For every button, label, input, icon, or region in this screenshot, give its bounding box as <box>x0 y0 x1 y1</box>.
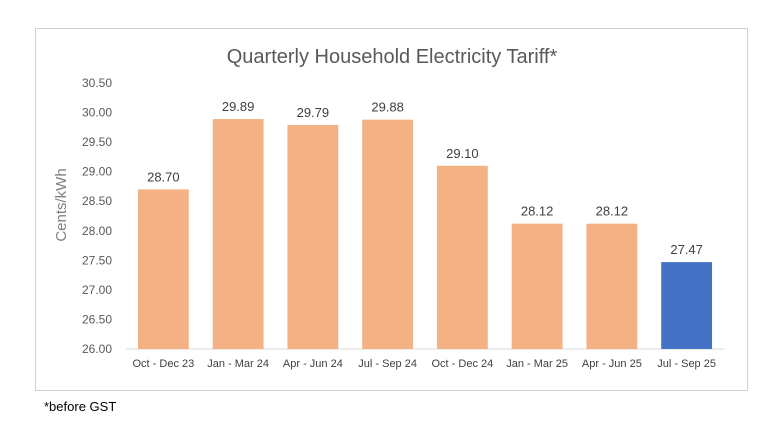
data-label-4: 29.88 <box>371 100 404 115</box>
data-label-6: 28.12 <box>521 204 554 219</box>
data-label-2: 29.89 <box>222 99 255 114</box>
bar-2 <box>212 119 264 350</box>
chart-frame: Quarterly Household Electricity Tariff* … <box>35 28 748 391</box>
y-tick-label: 29.00 <box>82 165 112 179</box>
x-tick-label-2: Jan - Mar 24 <box>207 358 269 370</box>
x-tick-label-6: Jan - Mar 25 <box>506 358 568 370</box>
data-label-3: 29.79 <box>297 105 330 120</box>
chart-title: Quarterly Household Electricity Tariff* <box>227 46 558 68</box>
data-label-1: 28.70 <box>147 169 180 184</box>
bar-6 <box>511 223 563 349</box>
y-tick-label: 29.50 <box>82 135 112 149</box>
y-tick-label: 27.50 <box>82 253 112 267</box>
bar-7 <box>586 223 638 349</box>
data-label-8: 27.47 <box>670 242 703 257</box>
x-tick-label-1: Oct - Dec 23 <box>133 358 195 370</box>
bar-4 <box>362 119 414 349</box>
y-tick-label: 27.00 <box>82 283 112 297</box>
bar-chart: Quarterly Household Electricity Tariff* … <box>53 46 724 370</box>
y-tick-label: 26.50 <box>82 312 112 326</box>
bars <box>137 119 713 350</box>
x-tick-label-7: Apr - Jun 25 <box>582 358 642 370</box>
y-axis-label: Cents/kWh <box>53 168 70 241</box>
y-tick-label: 30.50 <box>82 76 112 90</box>
y-tick-label: 30.00 <box>82 106 112 120</box>
y-axis-ticks: 26.00 26.50 27.00 27.50 28.00 28.50 29.00 29.50… <box>82 76 112 356</box>
data-label-5: 29.10 <box>446 146 479 161</box>
x-tick-label-5: Oct - Dec 24 <box>432 358 494 370</box>
data-labels: 28.70 29.89 29.79 29.88 29.10 28.12 28.12 27.47 <box>147 99 703 257</box>
bar-1 <box>137 189 189 349</box>
y-tick-label: 28.00 <box>82 224 112 238</box>
x-tick-label-8: Jul - Sep 25 <box>657 358 716 370</box>
bar-8 <box>661 262 713 349</box>
x-axis-ticks: Oct - Dec 23 Jan - Mar 24 Apr - Jun 24 Jul … <box>133 358 716 370</box>
footnote: *before GST <box>44 399 117 414</box>
bar-3 <box>287 124 339 349</box>
x-tick-label-4: Jul - Sep 24 <box>358 358 417 370</box>
y-tick-label: 28.50 <box>82 194 112 208</box>
bar-5 <box>436 165 488 349</box>
y-tick-label: 26.00 <box>82 342 112 356</box>
data-label-7: 28.12 <box>596 204 629 219</box>
x-tick-label-3: Apr - Jun 24 <box>283 358 343 370</box>
